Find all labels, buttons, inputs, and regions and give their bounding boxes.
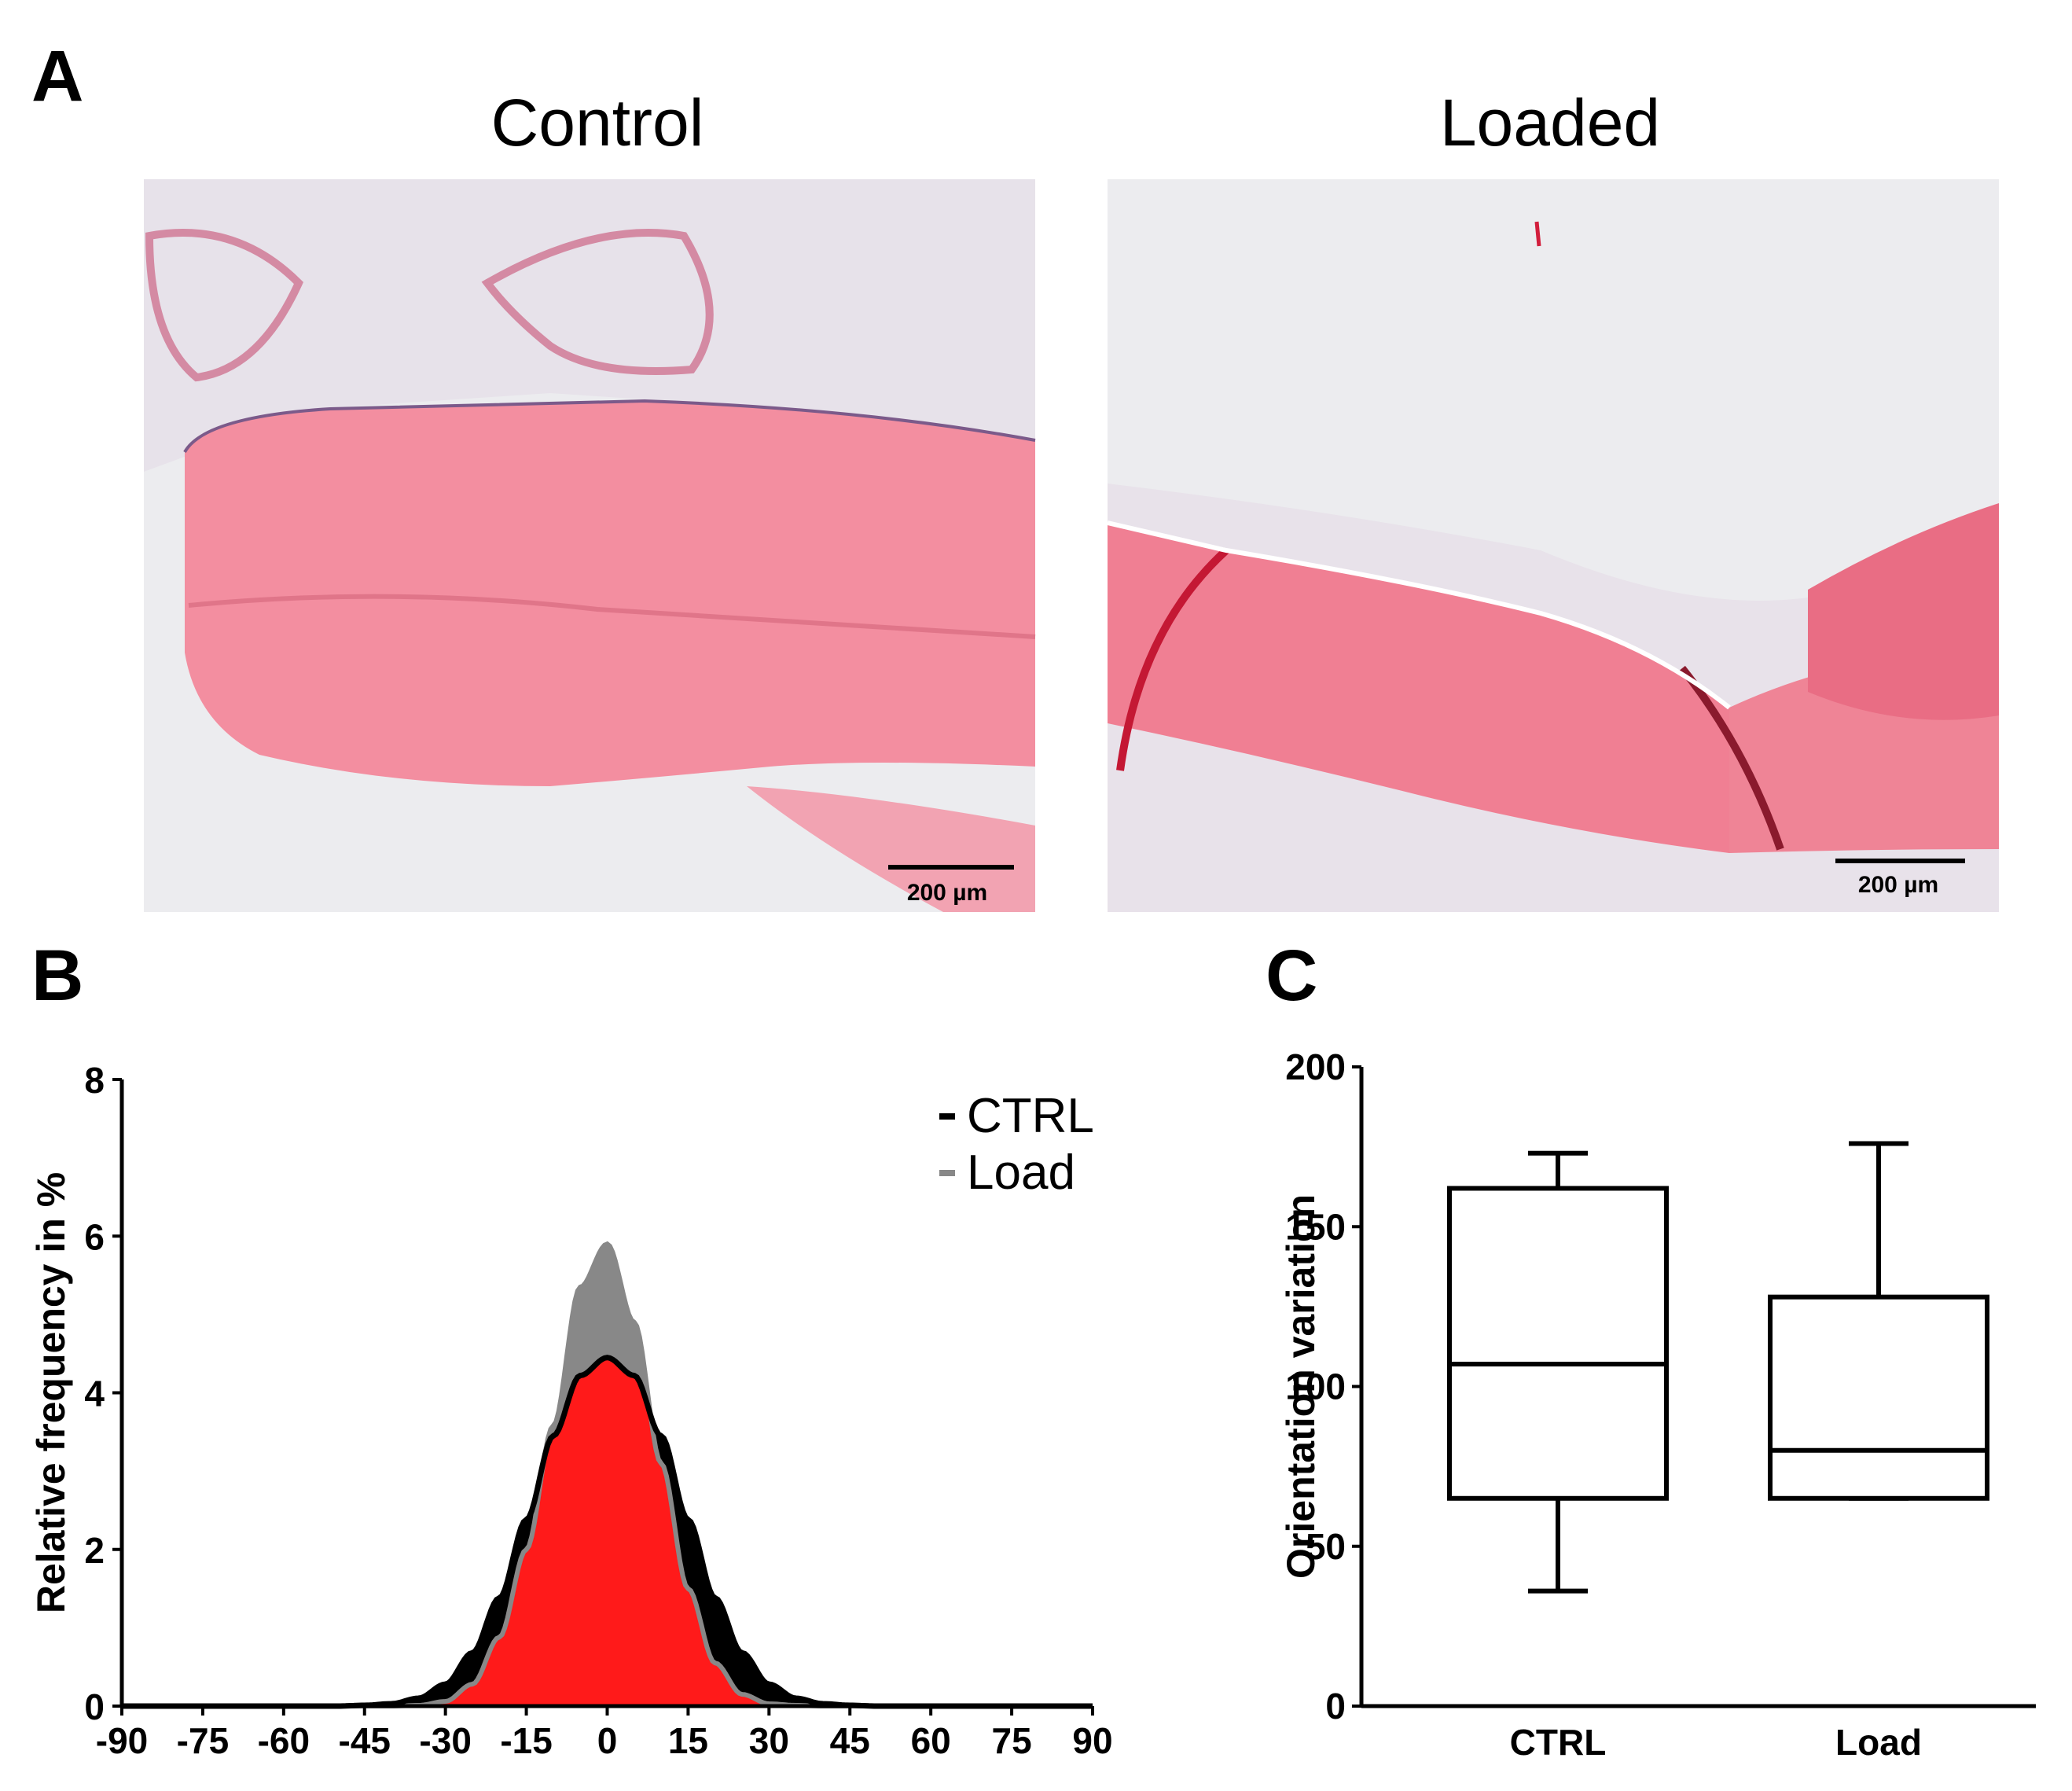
- loaded-micrograph: 200 µm: [1107, 179, 1999, 912]
- x-tick-label: -30: [419, 1720, 471, 1761]
- x-tick-label: -90: [96, 1720, 148, 1761]
- loaded-scale-bar-label: 200 µm: [1858, 872, 1938, 898]
- y-tick-label: 2: [84, 1530, 105, 1571]
- orientation-distribution-chart: -90 -75 -60 -45 -30 -15 0 15 30 45 60 75 90 0 2 4 6 8 Rela…: [29, 1060, 1113, 1761]
- x-tick-label: 0: [597, 1720, 618, 1761]
- y-tick-label: 50: [1306, 1526, 1346, 1567]
- x-tick-label: -75: [177, 1720, 229, 1761]
- y-tick-label: 100: [1285, 1366, 1346, 1407]
- y-tick-label: 0: [84, 1686, 105, 1727]
- legend-label-ctrl: CTRL: [967, 1089, 1094, 1143]
- panel-c-letter: C: [1266, 936, 1317, 1016]
- y-tick-label: 150: [1285, 1206, 1346, 1247]
- y-tick-label: 0: [1325, 1686, 1346, 1727]
- loaded-title: Loaded: [1440, 86, 1660, 160]
- x-category-label: CTRL: [1510, 1722, 1607, 1763]
- x-tick-label: -45: [339, 1720, 391, 1761]
- x-tick-label: -15: [500, 1720, 552, 1761]
- panel-b-letter: B: [31, 936, 83, 1016]
- y-tick-label: 6: [84, 1216, 105, 1257]
- x-tick-label: 90: [1072, 1720, 1112, 1761]
- x-tick-label: -60: [258, 1720, 310, 1761]
- y-axis-title: Relative frequency in %: [29, 1172, 73, 1613]
- x-tick-label: 75: [991, 1720, 1031, 1761]
- load-box: [1768, 1294, 1989, 1501]
- y-tick-label: 8: [84, 1060, 105, 1101]
- overlap-area: [122, 1357, 1093, 1706]
- control-micrograph: 200 µm: [144, 179, 1036, 912]
- control-title: Control: [491, 86, 704, 160]
- x-category-label: Load: [1835, 1722, 1922, 1763]
- y-tick-label: 200: [1285, 1046, 1346, 1087]
- control-scale-bar-label: 200 µm: [907, 880, 987, 906]
- y-tick-label: 4: [84, 1374, 105, 1414]
- ctrl-box: [1447, 1186, 1669, 1501]
- panel-a-letter: A: [31, 36, 83, 116]
- orientation-variation-boxplot: 0 50 100 150 200 Orientation variation CTRL Loa…: [1279, 1046, 2036, 1763]
- x-tick-label: 30: [749, 1720, 789, 1761]
- x-tick-label: 15: [668, 1720, 708, 1761]
- x-tick-label: 60: [911, 1720, 951, 1761]
- y-axis-title: Orientation variation: [1279, 1194, 1323, 1579]
- x-tick-label: 45: [830, 1720, 870, 1761]
- legend-label-load: Load: [967, 1146, 1075, 1200]
